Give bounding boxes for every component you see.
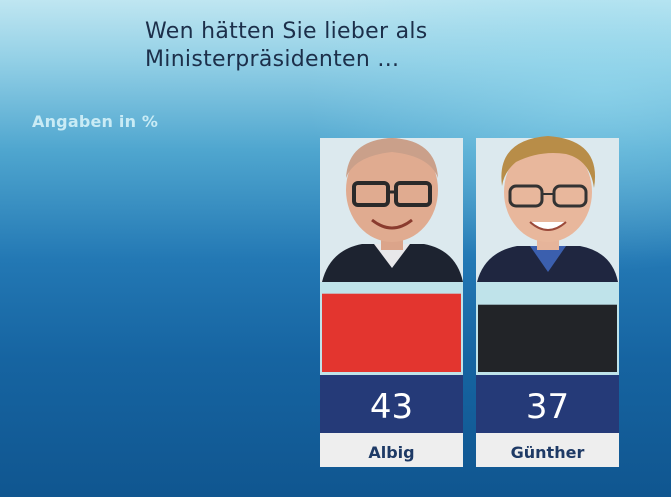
value-box-albig: [320, 375, 463, 433]
category-label-guenther: Günther: [511, 443, 585, 462]
value-box-guenther: [476, 375, 619, 433]
candidate-photo-albig: [322, 138, 463, 282]
chart-title-line-2: Ministerpräsidenten ...: [145, 47, 400, 72]
chart-title: Wen hätten Sie lieber als Ministerpräsid…: [145, 18, 565, 74]
bar-albig: [322, 293, 461, 372]
candidate-column-guenther: 37 Günther: [476, 136, 619, 467]
unit-subtitle: Angaben in %: [32, 112, 159, 131]
candidate-photo-guenther: [477, 136, 618, 282]
name-strip-guenther: [476, 433, 619, 467]
bar-guenther: [478, 304, 617, 372]
value-label-albig: 43: [370, 387, 413, 427]
category-label-albig: Albig: [368, 443, 414, 462]
candidate-column-albig: 43 Albig: [320, 138, 463, 467]
chart-title-line-1: Wen hätten Sie lieber als: [145, 19, 428, 44]
value-label-guenther: 37: [526, 387, 569, 427]
name-strip-albig: [320, 433, 463, 467]
